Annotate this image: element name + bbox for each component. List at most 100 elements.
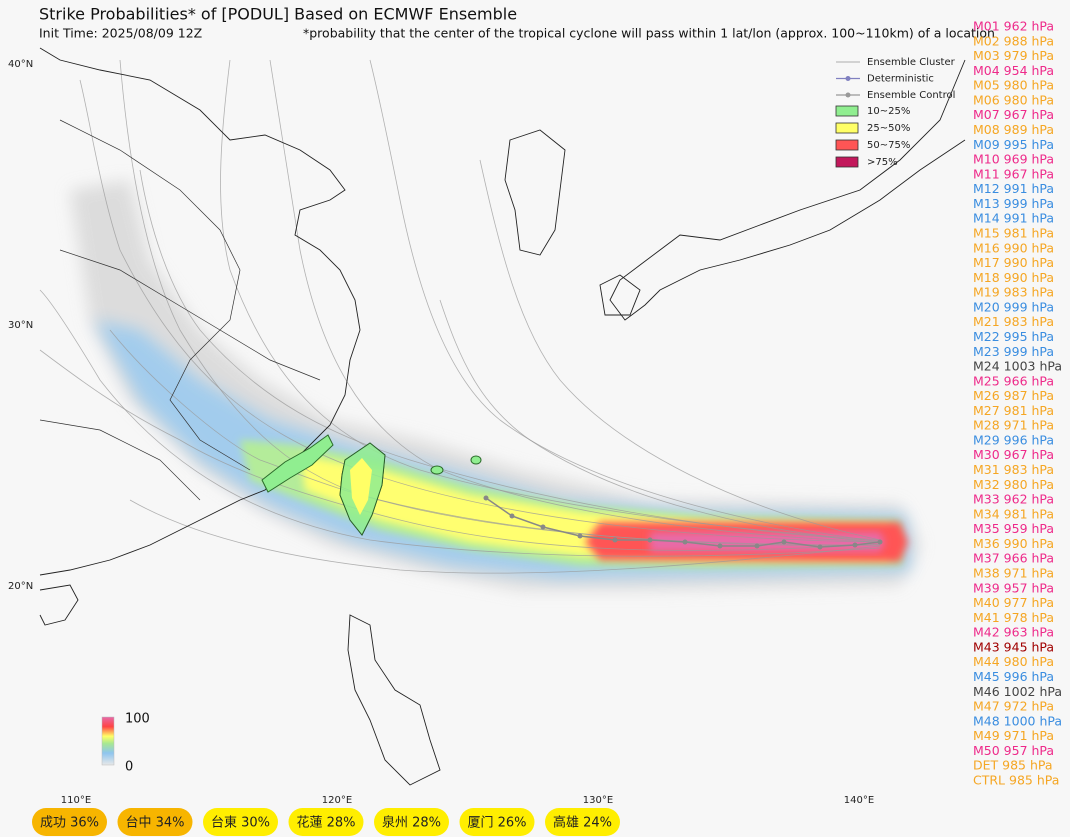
lat-label: 20°N (8, 581, 33, 592)
member-pressure: M39 957 hPa (973, 580, 1054, 595)
legend-label: 10~25% (867, 106, 910, 117)
lat-label: 40°N (8, 59, 33, 70)
member-pressure: M27 981 hPa (973, 403, 1054, 418)
city-badge (203, 808, 278, 836)
colorbar-min: 0 (125, 760, 133, 775)
member-pressure: M25 966 hPa (973, 373, 1054, 388)
member-pressure: M02 988 hPa (973, 33, 1054, 48)
member-pressure: M20 999 hPa (973, 299, 1054, 314)
member-pressure: M24 1003 hPa (973, 359, 1062, 374)
title: Strike Probabilities* of [PODUL] Based o… (39, 5, 517, 24)
legend-label: >75% (867, 157, 898, 168)
city-badge-text: 台中 34% (125, 816, 184, 831)
probability-swath (70, 180, 920, 590)
member-pressure: M12 991 hPa (973, 181, 1054, 196)
member-pressure: M15 981 hPa (973, 225, 1054, 240)
member-pressure: M07 967 hPa (973, 107, 1054, 122)
member-pressure: M36 990 hPa (973, 536, 1054, 551)
member-pressure: M45 996 hPa (973, 669, 1054, 684)
member-pressure: M09 995 hPa (973, 137, 1054, 152)
member-pressure: M37 966 hPa (973, 551, 1054, 566)
member-pressure: M19 983 hPa (973, 285, 1054, 300)
city-badge-text: 泉州 28% (382, 815, 441, 831)
member-pressure: M29 996 hPa (973, 432, 1054, 447)
member-pressure: M21 983 hPa (973, 314, 1054, 329)
legend-swatch (835, 139, 859, 151)
city-badge (374, 808, 449, 836)
member-pressure: M43 945 hPa (973, 639, 1054, 654)
legend-label: Deterministic (867, 74, 934, 85)
member-pressure: M11 967 hPa (973, 166, 1054, 181)
member-pressure: M33 962 hPa (973, 492, 1054, 507)
control-track (483, 495, 883, 550)
member-pressure: M04 954 hPa (973, 63, 1054, 78)
member-pressure: M46 1002 hPa (973, 684, 1062, 699)
member-pressure: M18 990 hPa (973, 270, 1054, 285)
member-pressure: M32 980 hPa (973, 477, 1054, 492)
city-badge (288, 808, 364, 836)
legend: Ensemble Cluster Deterministic Ensemble Co… (835, 57, 956, 168)
colorbar-max: 100 (125, 712, 150, 727)
member-pressure: M49 971 hPa (973, 728, 1054, 743)
city-badge-text: 成功 36% (40, 816, 99, 831)
member-pressure: M23 999 hPa (973, 344, 1054, 359)
member-pressure: M06 980 hPa (973, 92, 1054, 107)
member-pressure: M30 967 hPa (973, 447, 1054, 462)
member-pressure: M03 979 hPa (973, 48, 1054, 63)
member-pressure: M05 980 hPa (973, 78, 1054, 93)
member-pressure: M34 981 hPa (973, 506, 1054, 521)
member-pressure: M31 983 hPa (973, 462, 1054, 477)
member-pressure: M28 971 hPa (973, 418, 1054, 433)
footnote: *probability that the center of the trop… (303, 26, 995, 41)
legend-label: Ensemble Control (867, 90, 955, 101)
member-pressure: M01 962 hPa (973, 19, 1054, 34)
city-badge-text: 花蓮 28% (296, 815, 355, 831)
lon-label: 110°E (61, 795, 91, 806)
city-badge (117, 808, 193, 836)
member-pressure: M22 995 hPa (973, 329, 1054, 344)
member-pressure: M40 977 hPa (973, 595, 1054, 610)
legend-marker (845, 92, 851, 98)
lat-label: 30°N (8, 320, 33, 331)
colorbar (101, 716, 115, 766)
member-pressure: M17 990 hPa (973, 255, 1054, 270)
strike-regions (261, 434, 482, 536)
member-pressure: M41 978 hPa (973, 610, 1054, 625)
member-pressure: M10 969 hPa (973, 152, 1054, 167)
city-badge-text: 台東 30% (211, 815, 270, 831)
city-badge (32, 808, 107, 836)
member-pressure: M08 989 hPa (973, 122, 1054, 137)
lon-label: 130°E (583, 795, 613, 806)
legend-label: 50~75% (867, 140, 910, 151)
member-pressure: M50 957 hPa (973, 743, 1054, 758)
city-badge-text: 厦门 26% (467, 816, 526, 831)
legend-swatch (835, 156, 859, 168)
member-pressure: M16 990 hPa (973, 240, 1054, 255)
city-badge (545, 808, 620, 836)
lon-label: 140°E (844, 795, 874, 806)
member-pressure: M47 972 hPa (973, 699, 1054, 714)
legend-label: Ensemble Cluster (867, 57, 956, 68)
legend-label: 25~50% (867, 123, 910, 134)
member-pressure: M42 963 hPa (973, 625, 1054, 640)
member-pressure: M14 991 hPa (973, 211, 1054, 226)
city-badge-text: 高雄 24% (553, 815, 612, 831)
member-pressure: M48 1000 hPa (973, 713, 1062, 728)
city-badges: 成功 36% 台中 34% 台東 30% 花蓮 28% 泉州 28% 厦门 26% 高雄 2… (32, 808, 620, 836)
init-time: Init Time: 2025/08/09 12Z (39, 26, 202, 41)
member-pressure: M26 987 hPa (973, 388, 1054, 403)
legend-marker (845, 76, 851, 81)
legend-swatch (835, 122, 859, 134)
city-badge (459, 808, 535, 836)
member-pressure: M35 959 hPa (973, 521, 1054, 536)
member-pressure: M38 971 hPa (973, 566, 1054, 581)
member-pressure: CTRL 985 hPa (973, 773, 1059, 788)
member-pressure: M13 999 hPa (973, 196, 1054, 211)
lon-label: 120°E (322, 795, 352, 806)
member-pressure: M44 980 hPa (973, 654, 1054, 669)
member-pressure: DET 985 hPa (973, 758, 1053, 773)
legend-swatch (835, 105, 859, 117)
